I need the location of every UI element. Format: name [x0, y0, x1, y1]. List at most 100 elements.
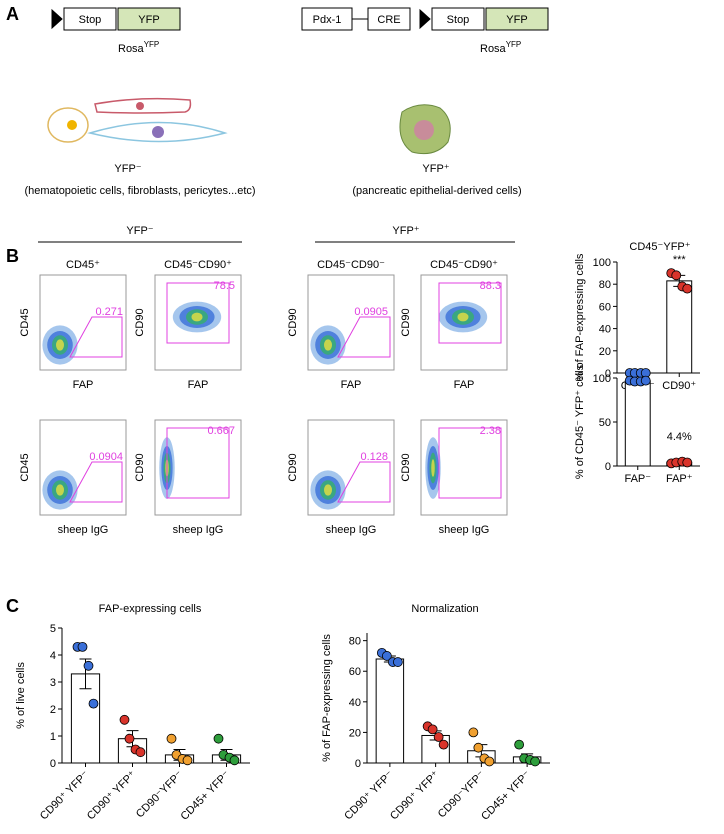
data-point	[392, 657, 403, 667]
data-point	[124, 733, 135, 744]
gate-value: 0.271	[95, 306, 123, 318]
x-tick-label: FAP⁺	[666, 473, 693, 485]
axis-label: sheep IgG	[173, 524, 224, 536]
y-axis-label: % of FAP-expressing cells	[574, 253, 586, 381]
y-tick-label: 100	[593, 257, 611, 269]
box-label: Stop	[79, 14, 102, 26]
gate	[69, 316, 123, 358]
y-axis-label: % of live cells	[15, 662, 27, 729]
superscript: YFP	[144, 40, 160, 49]
density-cloud	[191, 312, 203, 322]
density-cloud	[56, 339, 64, 351]
density-cloud	[324, 339, 332, 351]
y-tick-label: 40	[349, 697, 361, 709]
data-point	[640, 375, 651, 386]
data-point	[381, 651, 392, 661]
data-point	[438, 739, 449, 750]
gate-value: 0.667	[207, 425, 235, 437]
axis-label: sheep IgG	[326, 524, 377, 536]
gate	[337, 461, 391, 503]
data-point	[182, 755, 193, 766]
chart-title: Normalization	[411, 603, 478, 615]
axis-label: CD90	[400, 308, 412, 336]
group-label: YFP⁻	[126, 225, 153, 237]
y-tick-label: 0	[605, 461, 611, 473]
data-point	[88, 698, 99, 709]
x-tick-label: CD45+ YFP⁻	[178, 769, 232, 823]
y-tick-label: 50	[599, 417, 611, 429]
y-tick-label: 60	[349, 666, 361, 678]
axis-label: CD90	[287, 308, 299, 336]
x-tick-label: CD90⁺	[662, 380, 696, 392]
x-tick-label: CD90⁺ YFP⁻	[38, 769, 92, 823]
data-point	[229, 755, 240, 766]
panel-label: B	[6, 246, 19, 266]
density-cloud	[457, 312, 469, 322]
y-axis-label: % of FAP-expressing cells	[321, 634, 333, 762]
bar	[375, 658, 405, 764]
axis-label: sheep IgG	[439, 524, 490, 536]
gate	[438, 427, 502, 499]
group-label: YFP⁺	[392, 225, 419, 237]
text: Rosa	[480, 43, 507, 55]
axis-label: CD90	[134, 308, 146, 336]
cell-label: YFP⁺	[422, 163, 449, 175]
gate-value: 78.5	[214, 280, 235, 292]
gate	[166, 282, 230, 344]
x-tick-label: FAP⁻	[624, 473, 651, 485]
gate	[166, 427, 230, 499]
data-point	[530, 756, 541, 767]
y-tick-label: 1	[50, 731, 56, 743]
data-point	[682, 457, 693, 468]
data-point	[213, 733, 224, 744]
y-tick-label: 3	[50, 677, 56, 689]
data-point	[433, 732, 444, 742]
panel-label: C	[6, 596, 19, 616]
bar	[624, 380, 651, 467]
cell-desc: (pancreatic epithelial-derived cells)	[352, 185, 521, 197]
axis-label: FAP	[341, 379, 362, 391]
data-point	[473, 742, 484, 753]
x-tick-label: CD90⁺ YFP⁺	[388, 769, 442, 823]
gate	[438, 282, 502, 344]
box-label: YFP	[138, 14, 159, 26]
x-tick-label: CD45+ YFP⁻	[479, 769, 533, 823]
data-point	[77, 642, 88, 652]
chart-title: CD45⁻YFP⁺	[629, 241, 690, 253]
box-label: Pdx-1	[313, 14, 342, 26]
column-label: CD45⁻CD90⁺	[164, 259, 232, 271]
cells-illustration	[47, 97, 451, 155]
y-tick-label: 20	[599, 346, 611, 358]
text: Rosa	[118, 43, 145, 55]
y-tick-label: 80	[349, 636, 361, 648]
superscript: YFP	[506, 40, 522, 49]
data-point	[468, 727, 479, 738]
column-label: CD45⁻CD90⁻	[317, 259, 385, 271]
gate-value: 0.0904	[89, 451, 123, 463]
box-label: Stop	[447, 14, 470, 26]
y-tick-label: 100	[593, 373, 611, 385]
y-axis-label: % of CD45⁻ YFP⁺ cells	[574, 364, 586, 479]
construct	[51, 7, 549, 31]
density-cloud	[56, 484, 64, 496]
data-point	[682, 283, 693, 294]
y-tick-label: 5	[50, 623, 56, 635]
gate-value: 0.128	[360, 451, 388, 463]
x-tick-label: CD90⁻YFP⁻	[134, 769, 186, 821]
x-tick-label: CD90⁺ YFP⁺	[85, 769, 139, 823]
y-tick-label: 20	[349, 727, 361, 739]
gate	[337, 316, 391, 358]
y-tick-label: 0	[355, 758, 361, 770]
data-point	[427, 724, 438, 735]
y-tick-label: 2	[50, 704, 56, 716]
gate-value: 2.38	[480, 425, 501, 437]
y-tick-label: 0	[50, 758, 56, 770]
density-cloud	[324, 484, 332, 496]
y-tick-label: 60	[599, 301, 611, 313]
axis-label: CD90	[287, 453, 299, 481]
cell-label: YFP⁻	[114, 163, 141, 175]
data-point	[166, 733, 177, 744]
y-tick-label: 40	[599, 324, 611, 336]
y-tick-label: 80	[599, 279, 611, 291]
data-point	[484, 756, 495, 767]
